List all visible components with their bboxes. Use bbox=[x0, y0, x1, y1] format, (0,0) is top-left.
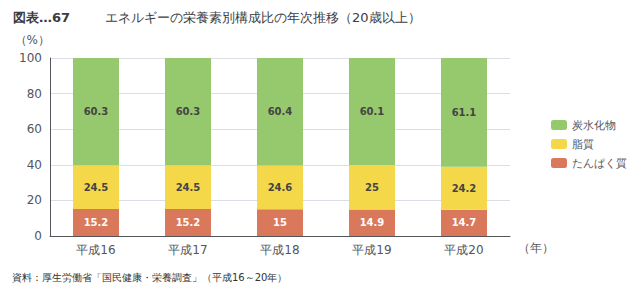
svg-text:14.9: 14.9 bbox=[360, 217, 385, 228]
svg-text:61.1: 61.1 bbox=[452, 107, 477, 118]
svg-text:40: 40 bbox=[27, 158, 42, 172]
svg-text:平成16: 平成16 bbox=[76, 243, 115, 257]
svg-text:100: 100 bbox=[19, 51, 42, 65]
svg-text:60.4: 60.4 bbox=[268, 106, 293, 117]
svg-text:（年）: （年） bbox=[518, 241, 554, 255]
svg-text:60.1: 60.1 bbox=[360, 106, 385, 117]
svg-text:平成17: 平成17 bbox=[168, 243, 207, 257]
svg-text:15.2: 15.2 bbox=[176, 217, 201, 228]
svg-text:60.3: 60.3 bbox=[84, 106, 109, 117]
svg-text:図表…67: 図表…67 bbox=[13, 10, 70, 25]
svg-text:20: 20 bbox=[27, 193, 42, 207]
svg-text:25: 25 bbox=[365, 182, 379, 193]
svg-text:平成20: 平成20 bbox=[444, 243, 483, 257]
svg-text:平成19: 平成19 bbox=[352, 243, 391, 257]
svg-text:60: 60 bbox=[27, 122, 42, 136]
svg-text:炭水化物: 炭水化物 bbox=[572, 119, 616, 132]
svg-text:（%）: （%） bbox=[15, 33, 50, 47]
svg-text:60.3: 60.3 bbox=[176, 106, 201, 117]
svg-text:資料：厚生労働省「国民健康・栄養調査」（平成16～20年）: 資料：厚生労働省「国民健康・栄養調査」（平成16～20年） bbox=[12, 272, 287, 283]
svg-text:15: 15 bbox=[273, 217, 287, 228]
svg-text:15.2: 15.2 bbox=[84, 217, 109, 228]
svg-text:80: 80 bbox=[27, 87, 42, 101]
svg-text:たんぱく質: たんぱく質 bbox=[572, 157, 627, 170]
svg-text:14.7: 14.7 bbox=[452, 217, 477, 228]
svg-text:0: 0 bbox=[34, 229, 42, 243]
svg-text:平成18: 平成18 bbox=[260, 243, 299, 257]
svg-text:24.6: 24.6 bbox=[268, 182, 293, 193]
svg-text:24.2: 24.2 bbox=[452, 183, 477, 194]
svg-text:24.5: 24.5 bbox=[176, 182, 201, 193]
svg-text:24.5: 24.5 bbox=[84, 182, 109, 193]
svg-text:脂質: 脂質 bbox=[572, 138, 594, 151]
svg-text:エネルギーの栄養素別構成比の年次推移（20歳以上）: エネルギーの栄養素別構成比の年次推移（20歳以上） bbox=[105, 10, 421, 25]
